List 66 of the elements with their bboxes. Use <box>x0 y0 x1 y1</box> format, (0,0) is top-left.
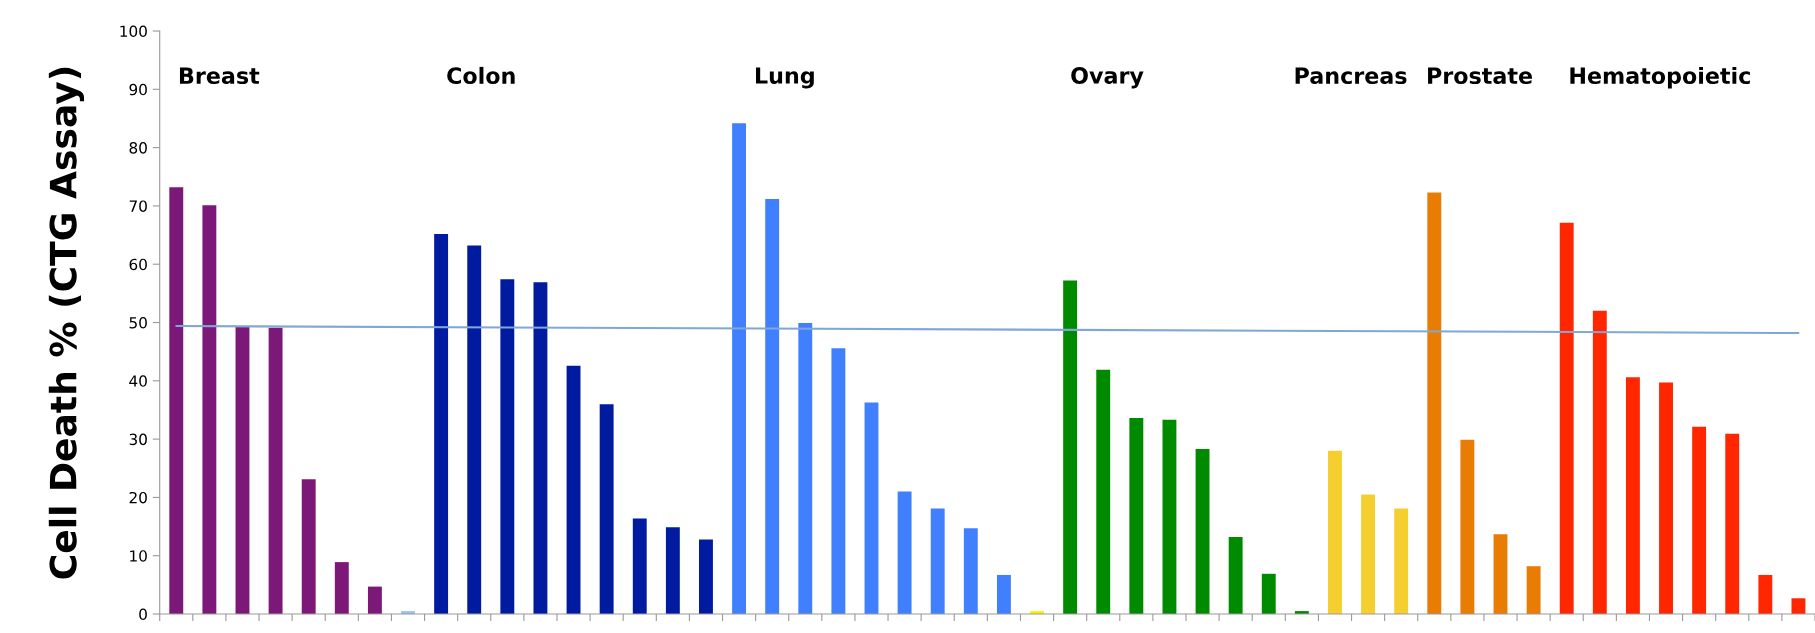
bar <box>169 187 184 615</box>
bar <box>1228 537 1243 615</box>
bar <box>1195 449 1210 615</box>
annotation: Lung <box>756 67 814 89</box>
bar <box>1460 439 1475 615</box>
bar <box>467 245 482 615</box>
bar <box>533 282 548 615</box>
bar <box>1659 382 1673 615</box>
bar <box>1361 494 1376 615</box>
y-tick-label: 80 <box>129 142 147 154</box>
bar <box>599 404 614 615</box>
bar <box>301 479 316 615</box>
bar <box>1427 192 1442 615</box>
bar <box>1162 419 1177 615</box>
bar <box>732 123 747 615</box>
bar <box>1559 222 1574 615</box>
bar <box>1592 310 1607 615</box>
y-tick-label: 70 <box>129 200 147 212</box>
y-tick-label: 60 <box>129 258 147 271</box>
bar <box>1394 508 1409 615</box>
bar <box>798 323 813 615</box>
bar <box>1493 534 1508 615</box>
bar <box>864 402 879 615</box>
bar <box>1328 450 1342 615</box>
bar <box>1526 566 1541 615</box>
annotation: Prostate <box>1428 67 1532 85</box>
annotation: Breast <box>179 67 260 85</box>
bar <box>268 327 283 615</box>
bar <box>1725 433 1740 615</box>
bar <box>1129 418 1144 615</box>
y-tick-label: 0 <box>139 608 147 621</box>
bar <box>831 348 846 615</box>
bar <box>1758 574 1773 615</box>
annotation: Hematopoietic <box>1570 66 1750 89</box>
bar <box>1063 280 1078 615</box>
y-axis-title: Cell Death % (CTG Assay) <box>48 67 85 579</box>
bar <box>1625 377 1640 615</box>
bar <box>367 586 382 615</box>
annotation: Ovary <box>1071 67 1144 89</box>
bar <box>500 279 515 615</box>
annotation: Colon <box>447 66 515 85</box>
bar <box>1692 426 1707 615</box>
bar <box>632 518 647 615</box>
y-tick-label: 30 <box>129 433 147 446</box>
bar <box>1096 369 1111 615</box>
bar <box>765 198 780 615</box>
bar <box>202 205 217 615</box>
bar <box>699 539 713 615</box>
y-tick-label: 20 <box>129 491 147 504</box>
annotation: Pancreas <box>1295 67 1407 85</box>
bar <box>930 508 945 615</box>
y-tick-label: 10 <box>130 550 147 562</box>
bar <box>897 491 912 615</box>
y-tick-label: 40 <box>129 375 147 387</box>
bar <box>434 233 449 615</box>
bar <box>963 528 978 615</box>
y-tick-label: 90 <box>129 83 147 96</box>
bar <box>235 326 250 615</box>
bar <box>566 365 581 615</box>
bar <box>665 527 680 615</box>
bar <box>334 562 349 615</box>
bar <box>1261 573 1276 615</box>
bar <box>1791 598 1806 615</box>
y-tick-label: 50 <box>129 316 147 329</box>
bar <box>996 574 1011 615</box>
y-tick-label: 100 <box>120 25 147 38</box>
